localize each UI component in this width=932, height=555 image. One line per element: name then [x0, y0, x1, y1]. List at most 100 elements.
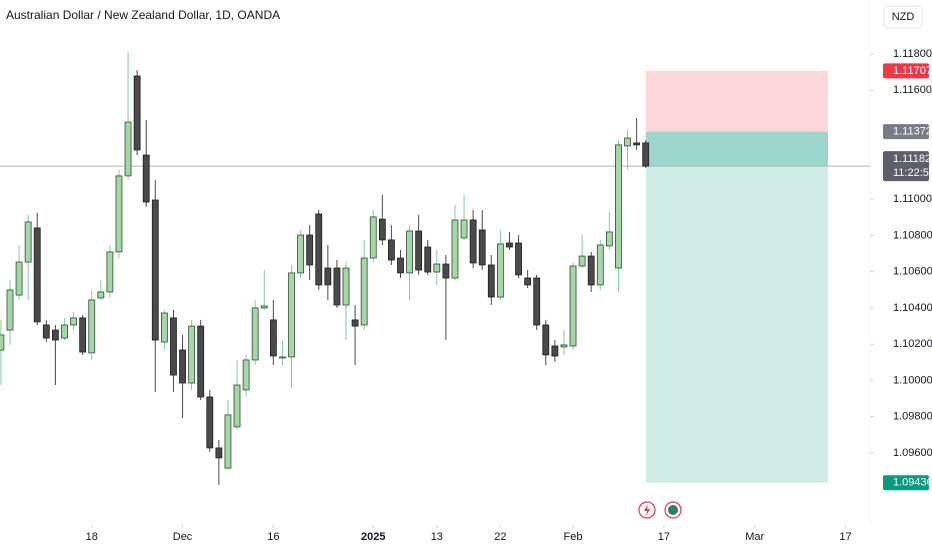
candle — [251, 299, 259, 366]
candle — [406, 225, 413, 300]
x-tick-label: 13 — [431, 531, 443, 543]
candle-body — [288, 272, 295, 358]
target-label-box — [883, 475, 929, 491]
candle — [560, 330, 568, 355]
candle-body — [578, 255, 586, 267]
candle — [269, 299, 277, 366]
candle — [188, 319, 196, 390]
candle — [215, 439, 223, 485]
candle — [578, 235, 586, 269]
candle-body — [378, 218, 386, 241]
candle-body — [633, 142, 641, 146]
candle-body — [124, 121, 132, 177]
candle — [524, 270, 532, 288]
candle-body — [569, 265, 577, 347]
candle — [515, 235, 522, 279]
candle-body — [624, 137, 631, 147]
candle-body — [242, 359, 250, 391]
candle-body — [315, 213, 323, 286]
y-tick-label: 1.10200 — [893, 338, 932, 350]
candle — [605, 211, 613, 250]
candle-body — [587, 255, 595, 286]
x-tick-label: 16 — [267, 531, 279, 543]
last-price-label-box — [883, 151, 929, 182]
candle-body — [487, 264, 495, 298]
candle — [288, 264, 295, 388]
stop-zone — [645, 70, 828, 132]
countdown-label: 11:22:56 — [893, 167, 932, 179]
x-tick-label: Feb — [564, 531, 583, 543]
y-tick-label: 1.10400 — [893, 302, 932, 314]
candle-body — [51, 329, 59, 341]
entry-label-box — [883, 124, 929, 140]
candle — [260, 270, 268, 310]
currency-label[interactable]: NZD — [892, 11, 915, 23]
candle — [542, 319, 550, 366]
candle-body — [197, 325, 205, 398]
candle-body — [469, 219, 477, 264]
y-tick-label: 1.11600 — [893, 84, 932, 96]
candle-body — [342, 267, 350, 306]
x-tick-label: 18 — [86, 531, 98, 543]
candle — [115, 169, 123, 259]
target-label: 1.09436 — [893, 477, 932, 489]
candle — [624, 130, 631, 170]
x-tick-label: Dec — [173, 531, 193, 543]
candle-body — [224, 414, 232, 469]
candle — [360, 239, 368, 331]
candle — [233, 359, 241, 430]
candle-body — [415, 230, 423, 271]
candle-body — [397, 257, 404, 274]
candle-body — [642, 142, 650, 167]
stop-label: 1.11707 — [893, 65, 932, 77]
last-price-label: 1.11182 — [893, 153, 931, 165]
candle — [442, 254, 450, 341]
candle-body — [406, 230, 413, 274]
y-tick-label: 1.10000 — [893, 374, 932, 386]
target-zone — [645, 131, 828, 483]
candle-body — [133, 75, 141, 151]
candle — [433, 249, 441, 285]
candle — [79, 315, 87, 355]
candle-body — [306, 234, 314, 266]
candle-body — [324, 267, 332, 286]
candle — [279, 340, 286, 366]
candle-body — [6, 289, 14, 331]
event-icons — [638, 501, 682, 519]
candle — [24, 214, 32, 300]
candle-body — [551, 345, 559, 357]
y-tick-label: 1.09800 — [893, 411, 932, 423]
candle — [224, 400, 232, 471]
candle — [160, 309, 168, 350]
candle-body — [279, 356, 286, 359]
y-tick-label: 1.10800 — [893, 229, 932, 241]
candle — [197, 319, 205, 401]
candle-body — [269, 319, 277, 357]
candle-body — [160, 312, 168, 343]
candle — [587, 251, 595, 292]
candle — [506, 231, 513, 250]
entry-label: 1.11372 — [893, 126, 932, 138]
candle-body — [451, 219, 459, 279]
candle — [369, 210, 377, 263]
candle-body — [388, 239, 395, 261]
candle — [142, 120, 150, 207]
candle-body — [251, 307, 259, 361]
candle — [424, 239, 432, 275]
currency-button[interactable] — [883, 5, 923, 29]
candle — [633, 118, 641, 150]
candle-body — [215, 447, 223, 459]
candle — [315, 210, 323, 290]
candle-body — [460, 219, 468, 239]
candle — [97, 280, 105, 300]
candle — [342, 262, 350, 341]
candle — [351, 305, 359, 366]
candle — [487, 254, 495, 306]
candle — [15, 245, 23, 300]
candle — [51, 324, 59, 385]
candle — [151, 179, 159, 392]
candle — [378, 194, 386, 245]
x-tick-label: 17 — [839, 531, 851, 543]
candle — [596, 239, 604, 290]
candle — [569, 262, 577, 350]
